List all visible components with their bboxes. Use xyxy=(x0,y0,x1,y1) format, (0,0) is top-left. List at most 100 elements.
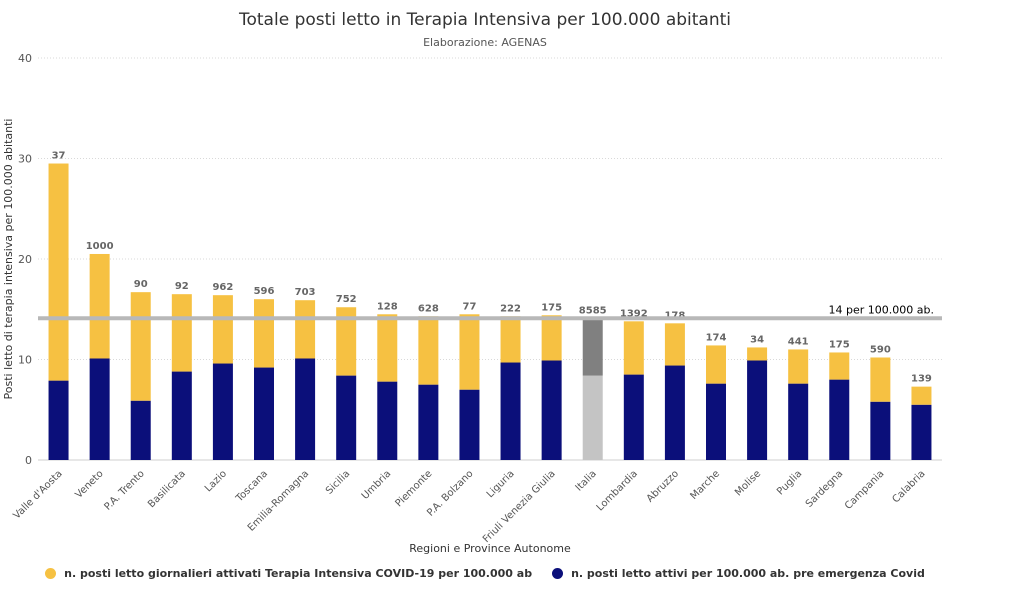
bar-pre-covid xyxy=(212,363,233,460)
x-tick-label: Campania xyxy=(843,468,887,512)
y-tick-label: 20 xyxy=(18,253,32,266)
x-tick-label: Piemonte xyxy=(393,468,434,509)
bar-data-label: 77 xyxy=(462,301,476,312)
legend-label-covid: n. posti letto giornalieri attivati Tera… xyxy=(64,567,533,580)
bar-data-label: 962 xyxy=(212,282,233,293)
bar-pre-covid xyxy=(870,401,891,460)
bar-pre-covid xyxy=(459,389,480,460)
bar-pre-covid xyxy=(171,371,192,460)
x-tick-label: Sardegna xyxy=(804,468,846,510)
bar-covid xyxy=(664,323,685,366)
bar-covid xyxy=(500,316,521,363)
bar-pre-covid xyxy=(130,400,151,460)
bar-pre-covid xyxy=(788,383,809,460)
bar-covid xyxy=(541,315,562,361)
legend-marker-pre-covid xyxy=(552,568,564,579)
x-tick-label: P.A. Trento xyxy=(102,468,146,512)
bar-data-label: 128 xyxy=(377,301,398,312)
bar-covid xyxy=(171,294,192,372)
y-tick-label: 40 xyxy=(18,52,32,65)
bar-pre-covid xyxy=(295,358,316,460)
bar-data-label: 628 xyxy=(418,303,439,314)
bar-covid xyxy=(788,349,809,384)
bar-pre-covid xyxy=(706,383,726,460)
bar-covid xyxy=(336,307,357,376)
bar-pre-covid xyxy=(377,381,398,460)
x-tick-label: Puglia xyxy=(775,468,804,497)
bar-pre-covid xyxy=(500,362,521,460)
bar-pre-covid xyxy=(582,375,603,460)
bar-pre-covid xyxy=(48,380,69,460)
bar-pre-covid xyxy=(541,360,562,460)
bar-data-label: 590 xyxy=(870,344,891,355)
bar-pre-covid xyxy=(747,360,768,460)
bar-data-label: 441 xyxy=(788,336,809,347)
x-tick-label: Basilicata xyxy=(146,468,188,510)
y-tick-label: 0 xyxy=(25,454,32,467)
bar-pre-covid xyxy=(418,384,439,460)
bar-data-label: 1000 xyxy=(86,241,114,252)
bar-data-label: 8585 xyxy=(579,305,607,316)
bar-data-label: 34 xyxy=(750,334,764,345)
y-tick-label: 30 xyxy=(18,153,32,166)
bar-data-label: 752 xyxy=(336,294,357,305)
bar-pre-covid xyxy=(254,367,274,460)
bar-pre-covid xyxy=(336,375,357,460)
bar-covid xyxy=(829,352,850,380)
chart-subtitle: Elaborazione: AGENAS xyxy=(423,36,547,49)
bar-covid xyxy=(459,314,480,390)
chart-title: Totale posti letto in Terapia Intensiva … xyxy=(239,10,731,30)
bar-covid xyxy=(911,386,932,405)
bar-data-label: 222 xyxy=(500,303,521,314)
legend-item-pre-covid[interactable]: n. posti letto attivi per 100.000 ab. pr… xyxy=(552,567,925,580)
reference-line-label: 14 per 100.000 ab. xyxy=(829,303,934,316)
bar-data-label: 596 xyxy=(254,286,275,297)
x-tick-label: Calabria xyxy=(891,468,928,505)
x-tick-label: Lombardia xyxy=(595,468,640,513)
x-tick-label: Umbria xyxy=(360,468,394,502)
x-tick-label: Friuli Venezia Giulia xyxy=(481,468,558,545)
bar-data-label: 178 xyxy=(664,310,685,321)
x-tick-label: Abruzzo xyxy=(645,468,681,504)
x-tick-label: Molise xyxy=(733,468,763,498)
bar-covid xyxy=(582,318,603,376)
x-axis-title: Regioni e Province Autonome xyxy=(409,542,571,555)
bar-covid xyxy=(623,321,644,375)
bar-data-label: 703 xyxy=(295,287,316,298)
bar-covid xyxy=(418,316,439,385)
legend-item-covid[interactable]: n. posti letto giornalieri attivati Tera… xyxy=(45,567,532,580)
bar-data-label: 175 xyxy=(829,339,850,350)
x-tick-label: Toscana xyxy=(233,468,270,505)
bar-covid xyxy=(706,345,726,384)
bar-covid xyxy=(130,292,151,401)
y-axis-title: Posti letto di terapia intensiva per 100… xyxy=(2,119,15,400)
bar-pre-covid xyxy=(664,365,685,460)
bar-pre-covid xyxy=(89,358,110,460)
bar-pre-covid xyxy=(911,404,932,460)
bar-covid xyxy=(89,253,110,359)
bar-covid xyxy=(212,295,233,364)
x-tick-label: Valle d'Aosta xyxy=(11,468,64,521)
bar-data-label: 139 xyxy=(911,374,932,385)
bar-data-label: 92 xyxy=(175,281,189,292)
bar-data-label: 174 xyxy=(706,332,727,343)
y-tick-label: 10 xyxy=(18,354,32,367)
x-tick-label: Liguria xyxy=(485,468,517,500)
legend-marker-covid xyxy=(45,568,57,579)
bar-data-label: 37 xyxy=(52,151,66,162)
legend-label-pre-covid: n. posti letto attivi per 100.000 ab. pr… xyxy=(571,567,925,580)
bar-data-label: 175 xyxy=(541,302,562,313)
x-tick-label: Marche xyxy=(688,468,722,502)
bar-covid xyxy=(870,357,891,402)
bar-pre-covid xyxy=(623,374,644,460)
bar-covid xyxy=(747,347,768,361)
bar-data-label: 1392 xyxy=(620,308,648,319)
bar-pre-covid xyxy=(829,379,850,460)
bar-covid xyxy=(48,163,69,381)
bar-data-label: 90 xyxy=(134,279,148,290)
x-tick-label: Sicilia xyxy=(324,468,352,496)
bar-covid xyxy=(377,314,398,382)
x-tick-label: Italia xyxy=(574,468,599,493)
